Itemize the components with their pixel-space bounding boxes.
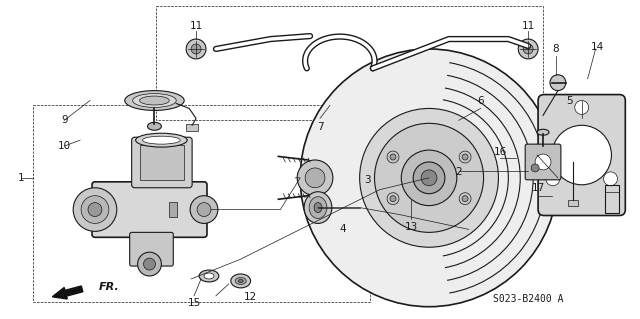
- Circle shape: [186, 39, 206, 59]
- Text: 12: 12: [244, 292, 257, 302]
- Text: FR.: FR.: [99, 282, 120, 292]
- Circle shape: [552, 125, 611, 185]
- Ellipse shape: [132, 93, 176, 108]
- Circle shape: [531, 164, 539, 172]
- FancyBboxPatch shape: [130, 232, 173, 266]
- Circle shape: [604, 172, 618, 186]
- Circle shape: [546, 172, 560, 186]
- Circle shape: [191, 44, 201, 54]
- Circle shape: [88, 203, 102, 217]
- Bar: [186, 124, 198, 131]
- Text: 8: 8: [552, 44, 559, 54]
- Circle shape: [374, 123, 484, 232]
- Bar: [170, 202, 177, 218]
- Text: 4: 4: [339, 224, 346, 234]
- Circle shape: [360, 108, 499, 247]
- Bar: [33, 106, 369, 302]
- Text: 1: 1: [17, 173, 24, 183]
- FancyBboxPatch shape: [132, 137, 192, 188]
- Circle shape: [535, 154, 551, 170]
- Circle shape: [550, 75, 566, 91]
- Circle shape: [390, 196, 396, 202]
- Circle shape: [197, 203, 211, 217]
- Circle shape: [413, 162, 445, 194]
- Circle shape: [462, 154, 468, 160]
- Circle shape: [518, 39, 538, 59]
- Ellipse shape: [143, 136, 180, 144]
- FancyArrow shape: [52, 286, 83, 299]
- Ellipse shape: [199, 270, 219, 282]
- Ellipse shape: [125, 91, 184, 110]
- FancyBboxPatch shape: [538, 94, 625, 216]
- Bar: [605, 185, 620, 212]
- Ellipse shape: [147, 122, 161, 130]
- Circle shape: [297, 160, 333, 196]
- Circle shape: [524, 44, 533, 54]
- Text: 17: 17: [531, 183, 545, 193]
- Ellipse shape: [204, 273, 214, 279]
- Ellipse shape: [304, 192, 332, 223]
- Circle shape: [387, 193, 399, 204]
- Text: 13: 13: [404, 222, 418, 233]
- Ellipse shape: [136, 133, 187, 147]
- Circle shape: [462, 196, 468, 202]
- Circle shape: [459, 151, 471, 163]
- FancyBboxPatch shape: [525, 144, 561, 180]
- Circle shape: [73, 188, 116, 231]
- Ellipse shape: [537, 129, 549, 135]
- Text: 7: 7: [317, 122, 323, 132]
- Text: 10: 10: [58, 141, 71, 151]
- Circle shape: [143, 258, 156, 270]
- Text: 15: 15: [188, 298, 201, 308]
- Ellipse shape: [238, 279, 243, 282]
- Circle shape: [459, 193, 471, 204]
- Text: 11: 11: [522, 21, 535, 31]
- Circle shape: [575, 100, 589, 115]
- Text: 11: 11: [189, 21, 203, 31]
- Ellipse shape: [140, 96, 170, 105]
- Circle shape: [138, 252, 161, 276]
- Text: 16: 16: [494, 147, 507, 157]
- Bar: [140, 145, 184, 180]
- Circle shape: [421, 170, 437, 186]
- Text: 5: 5: [566, 95, 573, 106]
- Ellipse shape: [231, 274, 251, 288]
- Ellipse shape: [309, 197, 327, 219]
- FancyBboxPatch shape: [92, 182, 207, 237]
- Ellipse shape: [236, 278, 246, 285]
- Circle shape: [81, 196, 109, 223]
- Text: 3: 3: [364, 175, 371, 185]
- Text: 14: 14: [591, 42, 604, 52]
- Text: 2: 2: [456, 167, 462, 177]
- Circle shape: [190, 196, 218, 223]
- Circle shape: [401, 150, 457, 205]
- Circle shape: [387, 151, 399, 163]
- Ellipse shape: [314, 203, 322, 212]
- Text: 9: 9: [61, 115, 68, 125]
- Circle shape: [390, 154, 396, 160]
- Bar: [156, 6, 543, 120]
- Circle shape: [300, 49, 558, 307]
- Circle shape: [305, 168, 325, 188]
- Bar: [568, 200, 578, 205]
- Text: S023-B2400 A: S023-B2400 A: [493, 294, 563, 304]
- Text: 6: 6: [477, 95, 484, 106]
